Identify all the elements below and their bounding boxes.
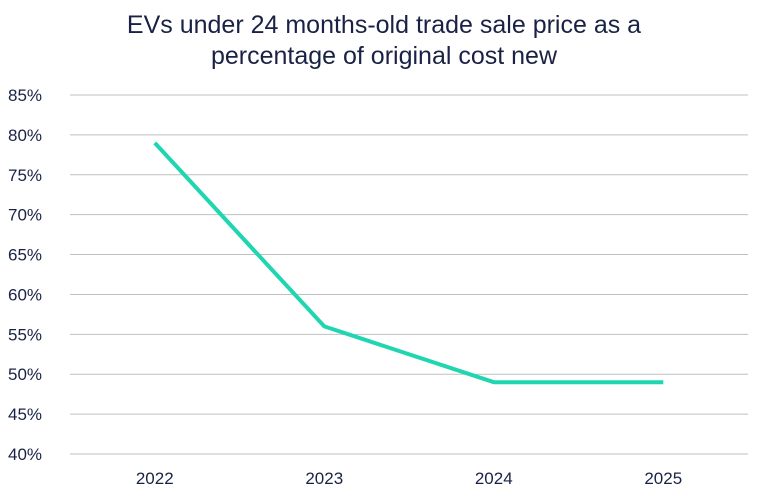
x-tick-label: 2025 — [644, 469, 682, 488]
chart-title: EVs under 24 months-old trade sale price… — [0, 10, 768, 72]
y-tick-label: 45% — [8, 405, 42, 424]
x-tick-label: 2023 — [305, 469, 343, 488]
x-tick-label: 2022 — [136, 469, 174, 488]
y-tick-label: 65% — [8, 246, 42, 265]
x-tick-label: 2024 — [475, 469, 513, 488]
y-tick-label: 55% — [8, 325, 42, 344]
y-tick-label: 40% — [8, 445, 42, 464]
y-tick-label: 80% — [8, 126, 42, 145]
chart-title-line-1: EVs under 24 months-old trade sale price… — [126, 11, 642, 39]
y-tick-label: 50% — [8, 365, 42, 384]
series-line — [153, 141, 664, 385]
y-tick-label: 85% — [8, 86, 42, 105]
y-tick-label: 60% — [8, 285, 42, 304]
y-tick-label: 70% — [8, 206, 42, 225]
chart-title-line-2: percentage of original cost new — [210, 42, 558, 70]
y-tick-label: 75% — [8, 166, 42, 185]
